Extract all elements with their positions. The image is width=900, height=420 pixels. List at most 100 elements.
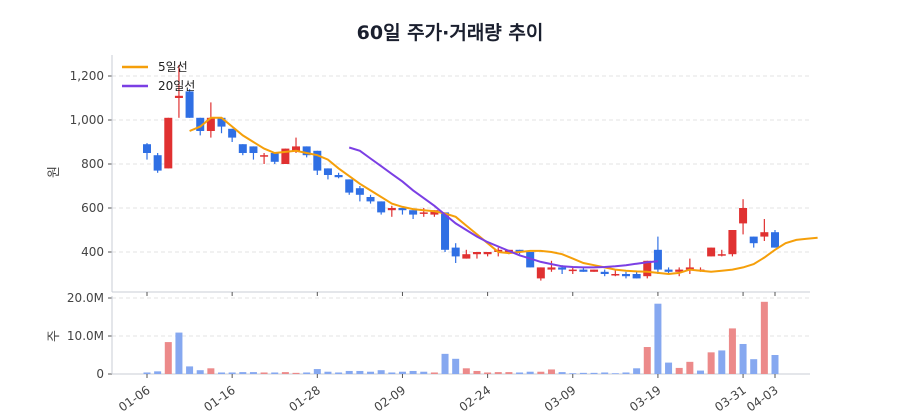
candle-body	[611, 274, 620, 276]
volume-bar	[324, 371, 332, 374]
candle-body	[270, 153, 279, 162]
ma20-line	[348, 146, 659, 269]
candle-body	[409, 210, 418, 215]
candle-body	[292, 146, 301, 151]
x-tick-label: 01-16	[201, 383, 238, 414]
volume-bar	[398, 371, 406, 374]
candle-body	[249, 146, 258, 153]
candle-body	[515, 249, 524, 252]
volume-bar	[760, 301, 768, 374]
candle-body	[143, 144, 151, 153]
volume-axis-title: 주	[47, 330, 62, 342]
volume-bar	[313, 369, 321, 374]
volume-bar	[420, 371, 428, 374]
candle-body	[451, 247, 460, 257]
volume-panel: 0 10.0M 20.0M 주	[47, 291, 810, 381]
candle-body	[441, 212, 450, 250]
volume-bar	[175, 332, 183, 374]
candle-body	[621, 274, 630, 277]
candle-body	[632, 274, 641, 279]
x-tick-label: 03-19	[627, 383, 664, 414]
y-tick-label: 800	[81, 157, 104, 171]
volume-bar	[665, 362, 673, 374]
x-tick-label: 01-06	[116, 383, 153, 414]
volume-bar	[218, 372, 226, 374]
candle-body	[174, 95, 183, 98]
volume-bar	[569, 373, 577, 374]
candle-body	[685, 267, 694, 270]
y-tick-label: 0	[96, 367, 104, 381]
legend-ma5-label: 5일선	[158, 60, 188, 74]
candle-body	[483, 252, 492, 255]
volume-bar	[590, 372, 598, 374]
y-axis-title: 원	[47, 166, 62, 178]
volume-bar	[633, 368, 641, 374]
x-tick-label: 04-03	[744, 383, 781, 414]
volume-bar	[771, 355, 779, 374]
volume-bar	[718, 350, 726, 374]
y-tick-label: 1,000	[70, 113, 104, 127]
x-tick-label: 03-09	[542, 383, 579, 414]
volume-bar	[249, 372, 257, 374]
x-tick-label: 03-31	[712, 383, 749, 414]
candle-body	[345, 179, 354, 193]
candle-body	[430, 210, 439, 215]
x-tick-label: 01-28	[286, 383, 323, 414]
candle-body	[707, 247, 716, 257]
candle-body	[600, 271, 609, 274]
ma5-line	[189, 116, 818, 276]
candle-body	[377, 201, 386, 213]
volume-bar	[186, 366, 194, 374]
candle-body	[419, 212, 428, 214]
candle-body	[590, 269, 599, 272]
volume-bar	[643, 347, 651, 374]
candle-body	[579, 269, 588, 272]
volume-bar	[207, 368, 215, 374]
candle-body	[653, 249, 662, 270]
candle-body	[185, 91, 194, 118]
x-axis: 01-06 01-16 01-28 02-09 02-24 03-09 03-19 03-31…	[116, 292, 781, 414]
y-tick-label: 400	[81, 245, 104, 259]
candle-body	[771, 232, 779, 248]
candle-body	[323, 168, 332, 175]
candle-body	[313, 150, 322, 171]
candle-body	[472, 252, 481, 255]
candle-body	[355, 188, 364, 195]
volume-bar	[441, 353, 449, 374]
volume-bar	[303, 372, 311, 374]
candle-body	[260, 155, 269, 157]
candle-body	[366, 197, 375, 202]
x-tick-label: 02-24	[457, 383, 494, 414]
chart-title: 60일 주가·거래량 추이	[356, 22, 544, 44]
volume-bar	[154, 371, 162, 374]
candle-body	[675, 269, 684, 272]
candle-body	[568, 269, 577, 272]
y-tick-label: 1,200	[70, 69, 104, 83]
price-panel: 400 600 800 1,000 1,200 원	[47, 55, 818, 293]
candle-body	[196, 117, 205, 131]
volume-bar	[409, 370, 417, 374]
x-tick-label: 02-09	[372, 383, 409, 414]
volume-bar	[707, 352, 715, 374]
volume-bar	[750, 359, 758, 374]
candle-body	[526, 252, 535, 268]
volume-bar	[526, 371, 534, 374]
candle-body	[643, 260, 652, 277]
y-tick-label: 20.0M	[67, 291, 104, 305]
volume-bar	[654, 303, 662, 374]
volume-bar	[611, 373, 619, 374]
volume-bar	[196, 370, 204, 374]
volume-bar	[388, 372, 396, 374]
legend-ma20-label: 20일선	[158, 79, 195, 93]
candle-body	[302, 146, 311, 156]
candle-body	[664, 269, 673, 272]
y-tick-label: 10.0M	[67, 329, 104, 343]
volume-bar	[579, 372, 587, 374]
volume-bar	[260, 372, 268, 374]
volume-bar	[622, 372, 630, 374]
candle-body	[717, 254, 726, 256]
y-tick-label: 600	[81, 201, 104, 215]
volume-bar	[696, 370, 704, 374]
volume-bar	[462, 368, 470, 374]
